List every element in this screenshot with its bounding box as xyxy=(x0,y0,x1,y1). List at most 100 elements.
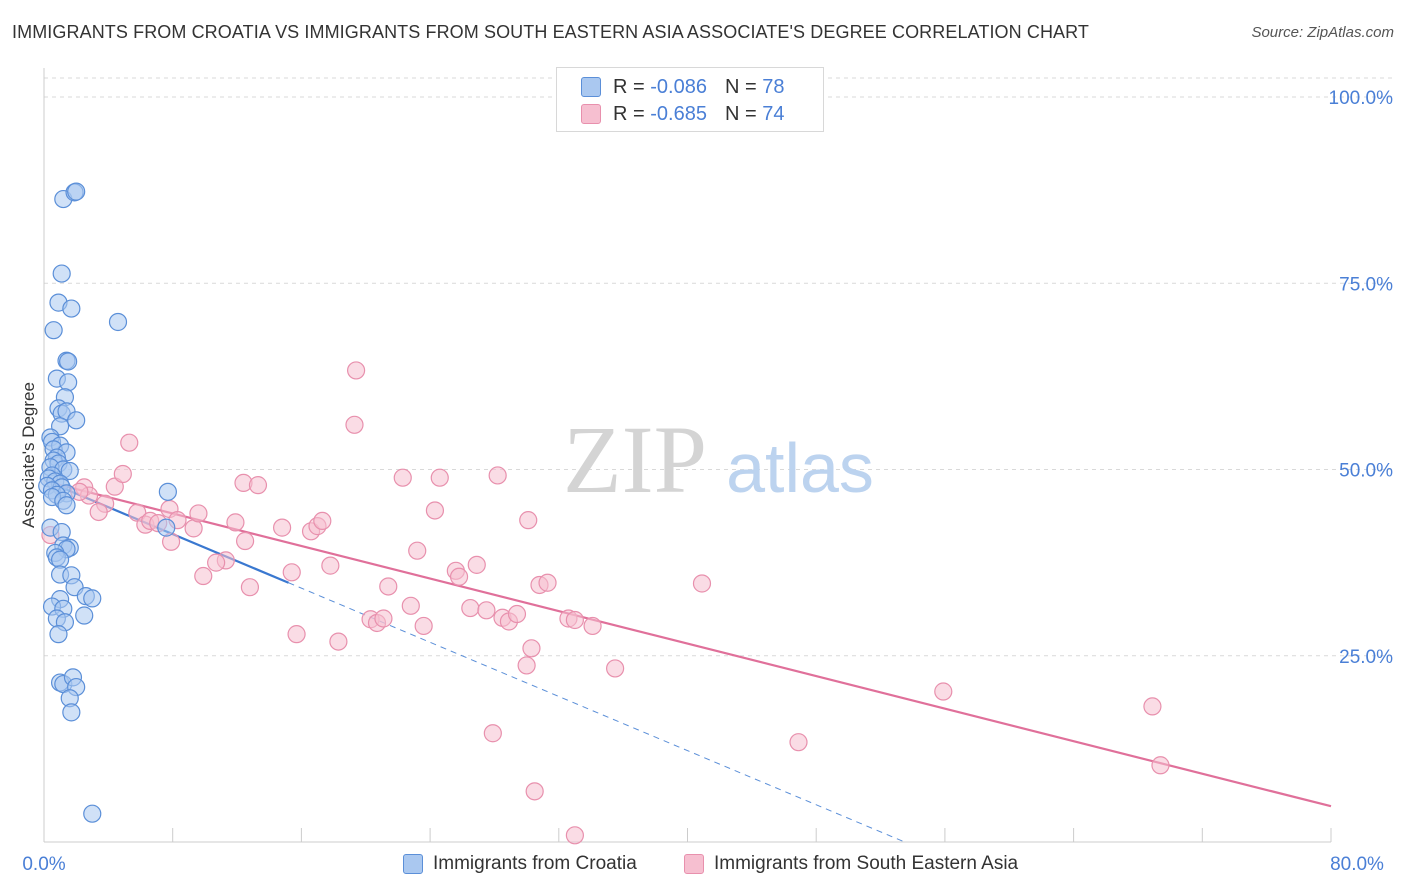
bottom-legend-label: Immigrants from Croatia xyxy=(433,853,637,874)
sea-point xyxy=(408,541,427,560)
bottom-legend-swatch-blue xyxy=(403,854,423,874)
bottom-legend-sea: Immigrants from South Eastern Asia xyxy=(684,852,1018,876)
sea-point xyxy=(517,656,536,675)
sea-point xyxy=(374,609,393,628)
sea-point xyxy=(1151,756,1170,775)
croatia-point xyxy=(60,461,79,481)
legend-row-sea: R = -0.685 N = 74 xyxy=(581,102,784,126)
bottom-legend-croatia: Immigrants from Croatia xyxy=(403,852,637,876)
legend-r-label: R = xyxy=(613,102,651,125)
croatia-point xyxy=(59,352,78,371)
sea-point xyxy=(346,361,366,380)
x-tick-label: 0.0% xyxy=(22,854,65,875)
sea-point xyxy=(248,476,268,495)
croatia-point xyxy=(57,496,76,515)
bottom-legend-label: Immigrants from South Eastern Asia xyxy=(714,853,1019,874)
sea-point xyxy=(235,531,255,551)
data-points xyxy=(38,182,1170,845)
legend-row-croatia: R = -0.086 N = 78 xyxy=(581,75,784,99)
croatia-point xyxy=(108,312,128,332)
sea-point xyxy=(194,566,213,586)
watermark: ZIP atlas xyxy=(563,406,874,513)
axes xyxy=(43,68,1332,843)
sea-point xyxy=(565,826,584,845)
legend-r-value: -0.685 xyxy=(650,102,707,125)
sea-point xyxy=(329,632,348,651)
legend-n-label: N = xyxy=(724,75,763,98)
bottom-legend-swatch-pink xyxy=(684,854,704,874)
sea-point xyxy=(414,616,433,636)
sea-point xyxy=(477,601,496,620)
y-axis-label: Associate's Degree xyxy=(19,382,38,528)
sea-point xyxy=(282,563,301,582)
sea-point xyxy=(401,596,420,615)
sea-point xyxy=(488,466,507,485)
croatia-point xyxy=(62,703,81,722)
grid-lines xyxy=(44,77,1394,657)
chart-title: IMMIGRANTS FROM CROATIA VS IMMIGRANTS FR… xyxy=(12,22,1090,42)
watermark-zip: ZIP xyxy=(563,406,707,513)
legend-swatch-blue xyxy=(581,77,601,97)
croatia-point xyxy=(83,804,102,823)
sea-point xyxy=(507,604,527,624)
source-label: Source: ZipAtlas.com xyxy=(1251,24,1394,41)
croatia-point xyxy=(158,482,177,501)
sea-point xyxy=(313,511,332,531)
sea-point xyxy=(113,464,132,484)
sea-point xyxy=(207,553,226,572)
sea-point xyxy=(120,433,139,452)
croatia-point xyxy=(62,299,81,318)
sea-point xyxy=(483,724,502,743)
sea-point xyxy=(379,577,398,596)
y-tick-label: 25.0% xyxy=(1339,647,1393,668)
sea-point xyxy=(272,518,292,537)
tick-labels: 25.0% 50.0% 75.0% 100.0% 0.0% 80.0% xyxy=(22,88,1393,875)
sea-point xyxy=(189,504,208,523)
sea-point xyxy=(692,574,712,593)
sea-point xyxy=(287,625,306,644)
legend-n-value: 78 xyxy=(762,75,785,98)
sea-point xyxy=(934,682,953,701)
sea-point xyxy=(565,610,584,630)
sea-point xyxy=(345,415,364,434)
sea-point xyxy=(425,501,445,520)
y-tick-label: 100.0% xyxy=(1329,88,1394,109)
sea-point xyxy=(606,659,625,678)
sea-point xyxy=(226,513,245,532)
sea-point xyxy=(525,782,544,801)
legend-n-label: N = xyxy=(724,102,763,125)
sea-point xyxy=(430,468,449,487)
croatia-point xyxy=(59,373,78,392)
sea-point xyxy=(522,639,541,658)
croatia-trend-extension xyxy=(288,582,905,843)
legend-n-value: 74 xyxy=(762,102,785,125)
sea-point xyxy=(789,733,808,752)
croatia-point xyxy=(49,625,68,644)
correlation-legend: R = -0.086 N = 78 R = -0.685 N = 74 xyxy=(556,67,824,132)
watermark-atlas: atlas xyxy=(726,429,874,507)
croatia-point xyxy=(44,321,63,340)
sea-point xyxy=(89,502,108,522)
x-tick-label: 80.0% xyxy=(1330,854,1384,875)
croatia-point xyxy=(83,589,102,608)
croatia-point xyxy=(67,182,86,201)
sea-point xyxy=(321,556,340,575)
sea-point xyxy=(461,598,480,618)
legend-r-value: -0.086 xyxy=(650,75,707,98)
sea-point xyxy=(583,616,602,636)
sea-point xyxy=(467,555,486,574)
legend-swatch-pink xyxy=(581,104,601,124)
croatia-point xyxy=(75,606,94,625)
sea-point xyxy=(240,578,260,597)
sea-point xyxy=(393,468,412,487)
sea-point xyxy=(538,573,557,592)
sea-point xyxy=(449,567,469,586)
croatia-point xyxy=(157,518,176,537)
y-tick-label: 50.0% xyxy=(1339,461,1393,482)
sea-trend-line xyxy=(48,481,1332,808)
legend-r-label: R = xyxy=(613,75,651,98)
sea-point xyxy=(1143,697,1162,716)
croatia-point xyxy=(67,411,86,430)
y-tick-label: 75.0% xyxy=(1339,274,1393,295)
